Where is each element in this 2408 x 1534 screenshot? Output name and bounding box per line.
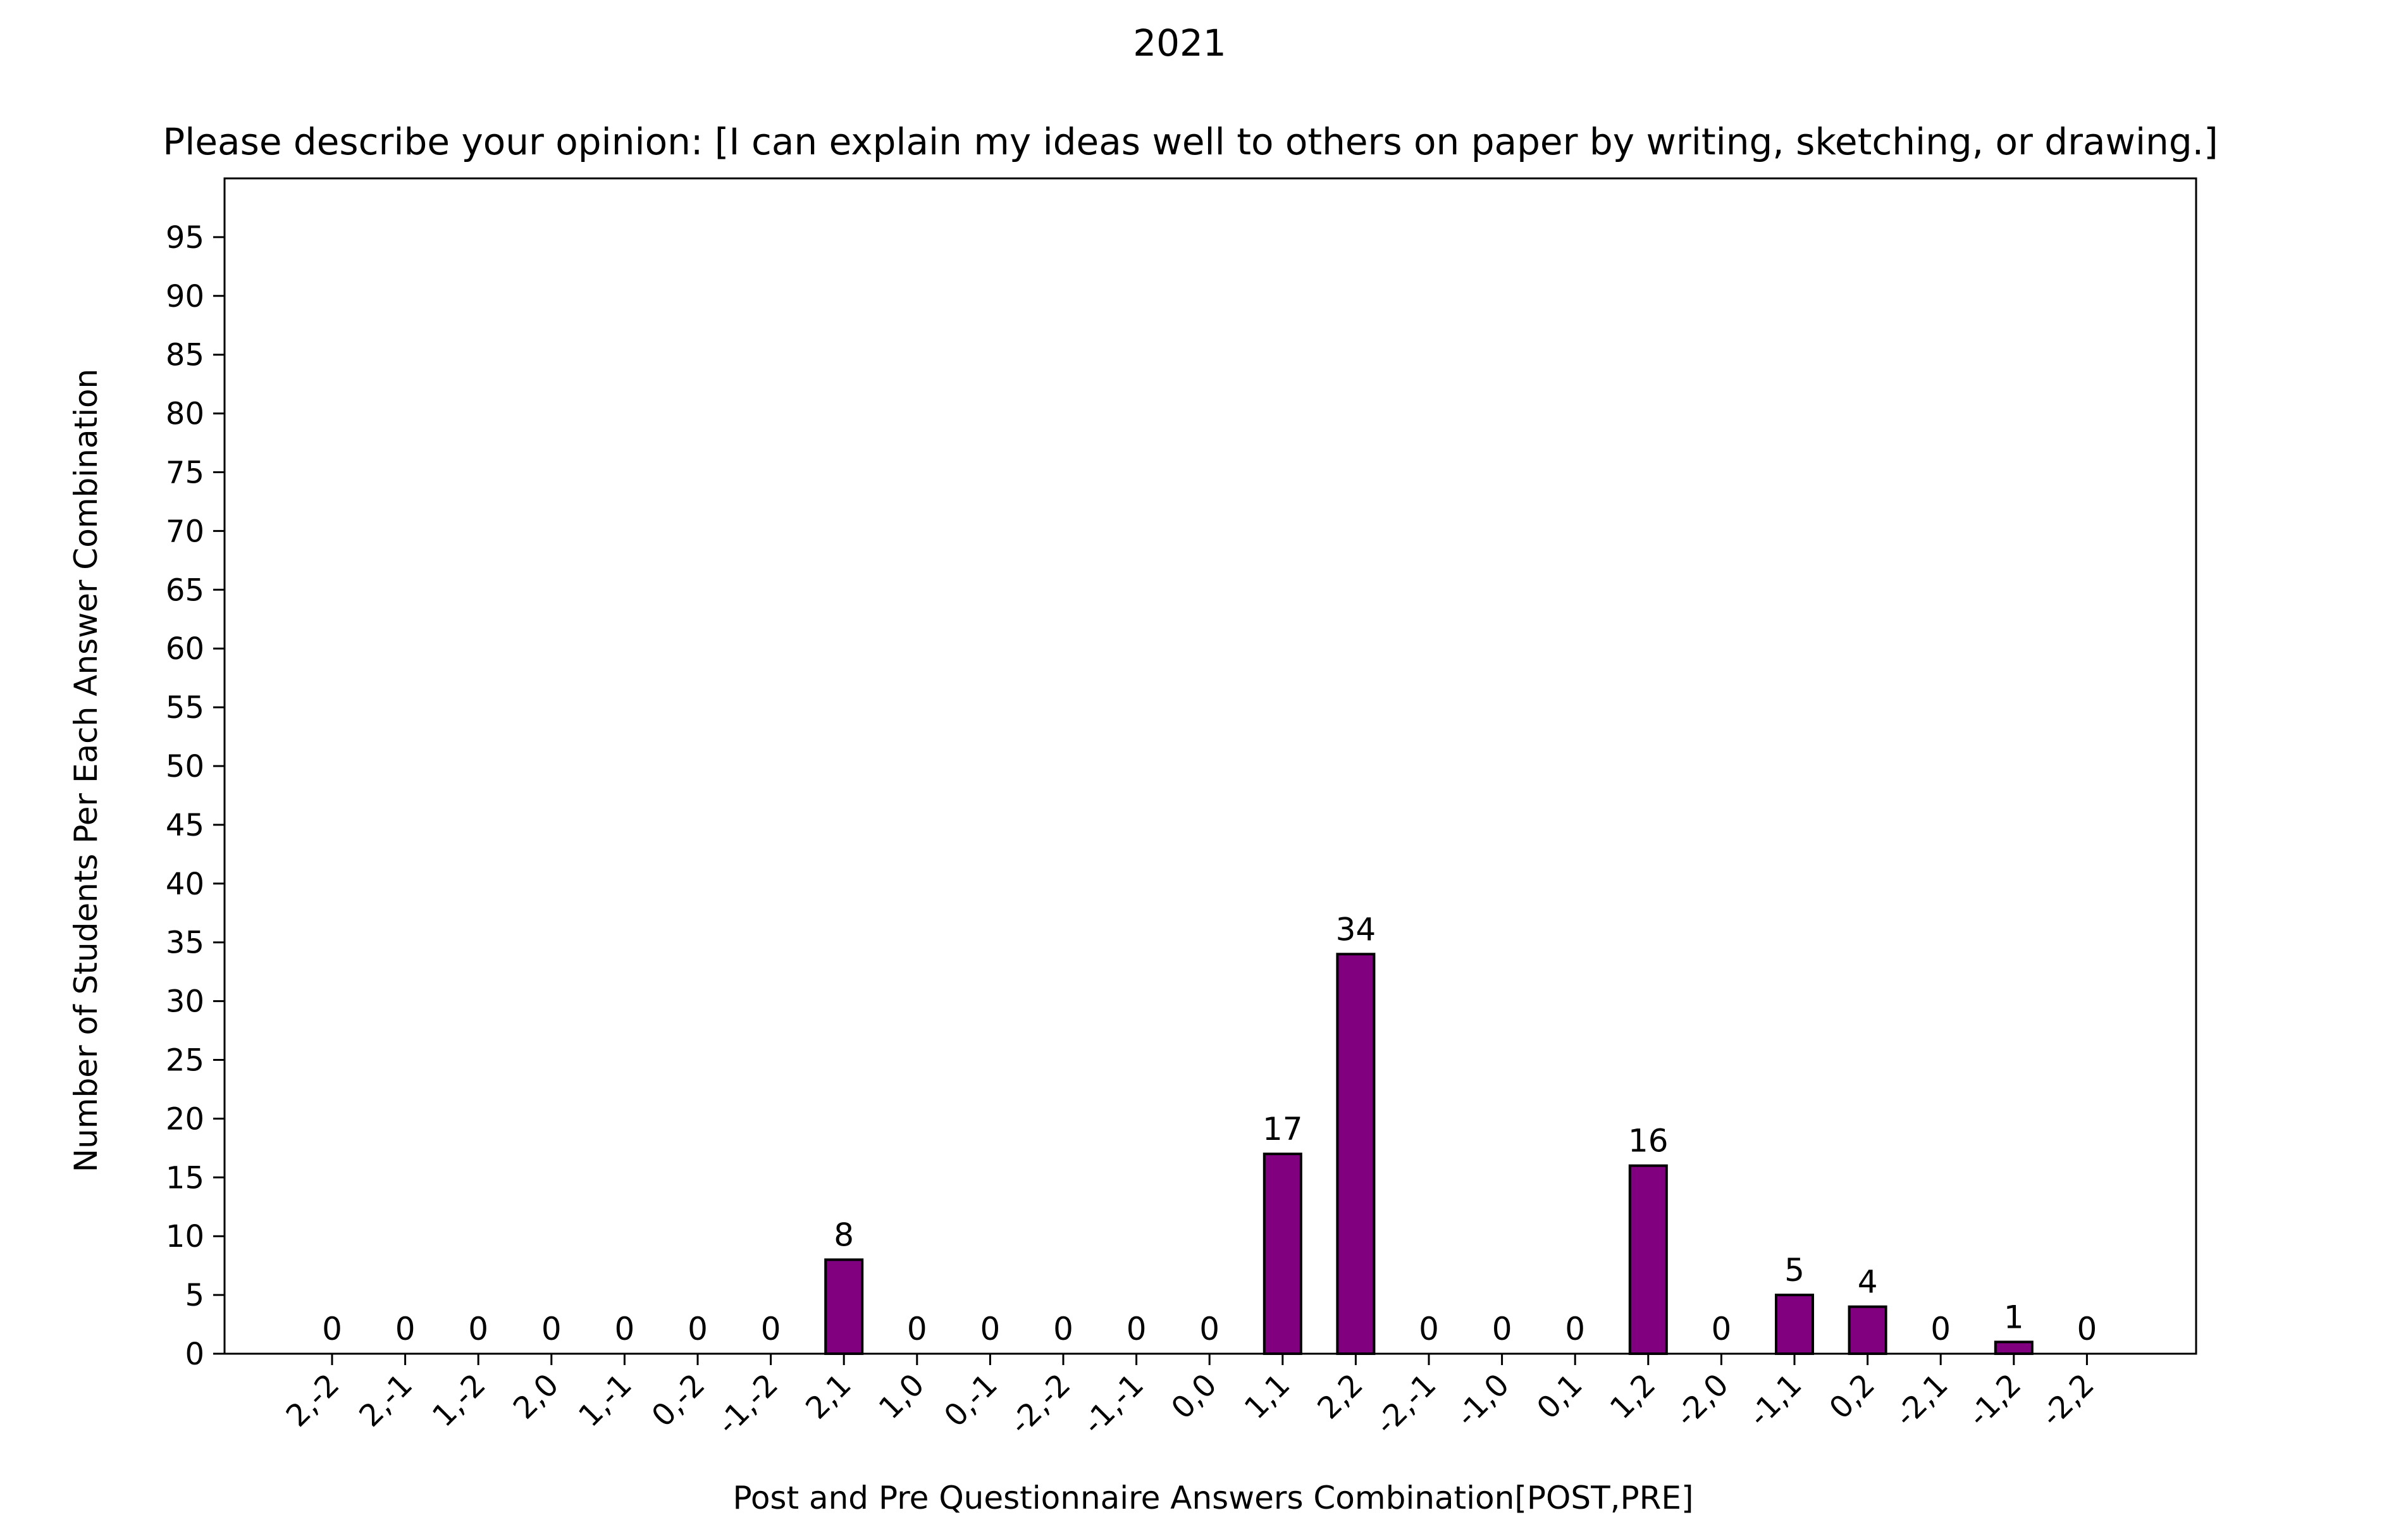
data-label--2,0: 0 xyxy=(1711,1311,1731,1347)
x-tick-label-2,-2: 2,-2 xyxy=(280,1367,347,1434)
x-tick-label-0,2: 0,2 xyxy=(1823,1367,1882,1426)
x-tick-label--1,2: -1,2 xyxy=(1961,1367,2028,1434)
x-tick-label-1,-2: 1,-2 xyxy=(426,1367,493,1434)
y-tick-label-95: 95 xyxy=(166,220,204,256)
plot-frame xyxy=(223,177,2197,1355)
x-tick-label-1,0: 1,0 xyxy=(872,1367,932,1426)
x-tick-label-1,2: 1,2 xyxy=(1603,1367,1663,1426)
data-label--2,2: 0 xyxy=(2077,1311,2097,1347)
x-tick-label-2,0: 2,0 xyxy=(507,1367,566,1426)
data-label--2,1: 0 xyxy=(1930,1311,1951,1347)
x-tick-label-0,0: 0,0 xyxy=(1164,1367,1224,1426)
y-tick-label-85: 85 xyxy=(166,338,204,373)
chart-suptitle: 2021 xyxy=(1133,22,1226,65)
data-label-2,0: 0 xyxy=(541,1311,562,1347)
x-tick-label-2,1: 2,1 xyxy=(799,1367,858,1426)
y-tick-label-55: 55 xyxy=(166,690,204,726)
data-label--2,-1: 0 xyxy=(1419,1311,1439,1347)
data-label-1,-2: 0 xyxy=(468,1311,488,1347)
data-label-2,-2: 0 xyxy=(322,1311,342,1347)
data-label-0,-1: 0 xyxy=(980,1311,1000,1347)
bar--1,2 xyxy=(1994,1340,2034,1355)
data-label--1,2: 1 xyxy=(2004,1299,2024,1335)
data-label--1,1: 5 xyxy=(1784,1252,1805,1289)
y-tick-label-50: 50 xyxy=(166,749,204,784)
x-tick-label-1,1: 1,1 xyxy=(1238,1367,1297,1426)
y-axis-label: Number of Students Per Each Answer Combi… xyxy=(68,369,104,1172)
data-label-2,-1: 0 xyxy=(395,1311,416,1347)
x-tick-label-1,-1: 1,-1 xyxy=(572,1367,639,1434)
y-tick-label-75: 75 xyxy=(166,455,204,491)
x-tick-label--1,-1: -1,-1 xyxy=(1076,1367,1151,1442)
data-label--2,-2: 0 xyxy=(1053,1311,1073,1347)
bar-1,2 xyxy=(1628,1164,1668,1355)
data-label-1,1: 17 xyxy=(1263,1111,1303,1147)
data-label--1,-2: 0 xyxy=(761,1311,781,1347)
x-tick-label-2,2: 2,2 xyxy=(1311,1367,1370,1426)
x-tick-label-2,-1: 2,-1 xyxy=(352,1367,419,1434)
x-axis-label: Post and Pre Questionnaire Answers Combi… xyxy=(732,1480,1693,1516)
x-tick-label--2,-1: -2,-1 xyxy=(1368,1367,1443,1442)
y-tick-label-70: 70 xyxy=(166,514,204,549)
x-tick-label-0,-1: 0,-1 xyxy=(937,1367,1004,1434)
y-tick-label-20: 20 xyxy=(166,1101,204,1137)
data-label--1,-1: 0 xyxy=(1127,1311,1147,1347)
data-label-2,1: 8 xyxy=(834,1216,854,1253)
bar-0,2 xyxy=(1848,1305,1887,1355)
y-tick-label-10: 10 xyxy=(166,1219,204,1254)
y-tick-label-30: 30 xyxy=(166,984,204,1020)
y-tick-label-0: 0 xyxy=(185,1337,204,1372)
y-tick-label-80: 80 xyxy=(166,397,204,432)
chart-title: Please describe your opinion: [I can exp… xyxy=(163,120,2218,163)
data-label-0,2: 4 xyxy=(1858,1264,1878,1301)
x-tick-label--1,1: -1,1 xyxy=(1742,1367,1809,1434)
data-label-0,1: 0 xyxy=(1565,1311,1585,1347)
data-label-1,2: 16 xyxy=(1628,1123,1669,1160)
y-tick-label-35: 35 xyxy=(166,925,204,961)
bar-2,2 xyxy=(1336,953,1376,1355)
data-label-1,0: 0 xyxy=(907,1311,927,1347)
y-tick-label-5: 5 xyxy=(185,1278,204,1313)
y-tick-label-45: 45 xyxy=(166,808,204,843)
y-tick-label-90: 90 xyxy=(166,279,204,314)
y-tick-label-25: 25 xyxy=(166,1043,204,1079)
data-label-1,-1: 0 xyxy=(614,1311,634,1347)
y-tick-label-40: 40 xyxy=(166,867,204,902)
data-label-0,0: 0 xyxy=(1199,1311,1219,1347)
data-label--1,0: 0 xyxy=(1492,1311,1512,1347)
y-tick-label-65: 65 xyxy=(166,572,204,608)
x-tick-label-0,1: 0,1 xyxy=(1530,1367,1590,1426)
x-tick-label--2,0: -2,0 xyxy=(1669,1367,1736,1434)
y-tick-label-15: 15 xyxy=(166,1160,204,1196)
x-tick-label--1,0: -1,0 xyxy=(1449,1367,1516,1434)
x-tick-label-0,-2: 0,-2 xyxy=(645,1367,712,1434)
bar-1,1 xyxy=(1263,1153,1302,1355)
x-tick-label--1,-2: -1,-2 xyxy=(710,1367,785,1442)
data-label-0,-2: 0 xyxy=(688,1311,708,1347)
x-tick-label--2,2: -2,2 xyxy=(2034,1367,2101,1434)
bar-2,1 xyxy=(824,1258,864,1355)
y-tick-label-60: 60 xyxy=(166,631,204,667)
plot-area: 02,-202,-101,-202,001,-100,-20-1,-282,10… xyxy=(166,177,2197,1442)
x-tick-label--2,1: -2,1 xyxy=(1888,1367,1955,1434)
bar--1,1 xyxy=(1775,1294,1814,1355)
data-label-2,2: 34 xyxy=(1336,911,1376,948)
x-tick-label--2,-2: -2,-2 xyxy=(1003,1367,1077,1442)
